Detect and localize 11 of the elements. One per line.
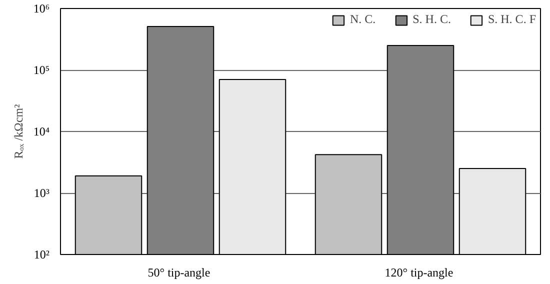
- legend-label: N. C.: [350, 12, 376, 27]
- y-tick-label: 10²: [34, 248, 50, 262]
- legend-label: S. H. C. F: [488, 12, 536, 27]
- y-tick-label: 10³: [34, 186, 50, 200]
- y-tick-label: 10⁶: [33, 2, 50, 16]
- x-tick-label: 120° tip-angle: [384, 266, 454, 280]
- y-tick-label: 10⁵: [33, 63, 50, 77]
- x-tick-label: 50° tip-angle: [148, 266, 210, 280]
- y-tick-label: 10⁴: [33, 124, 50, 138]
- legend-label: S. H. C.: [412, 12, 451, 27]
- y-axis-title: Rₒₓ /kΩcm²: [11, 104, 26, 159]
